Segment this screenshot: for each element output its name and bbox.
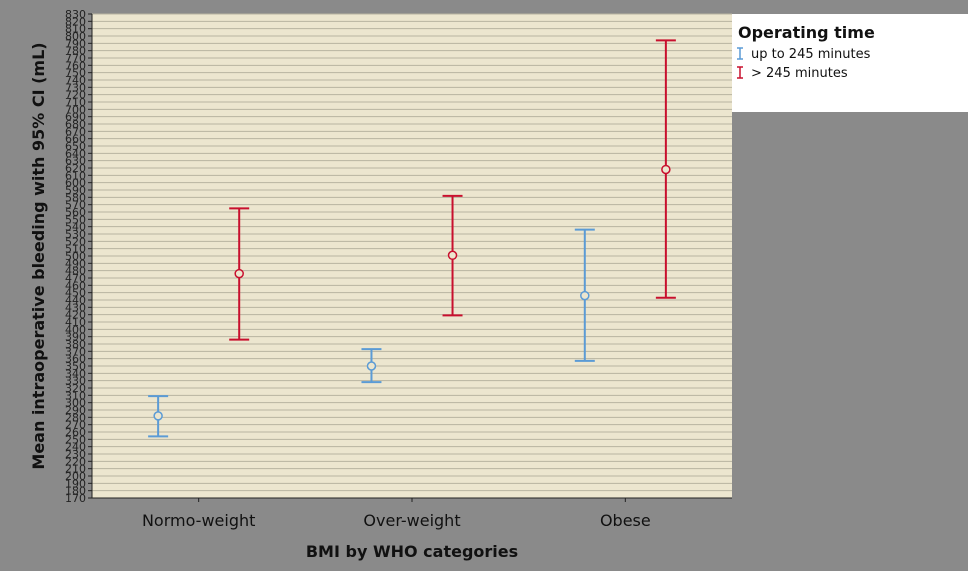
x-tick-label: Obese <box>600 511 651 530</box>
y-tick-labels: 1701801902002102202302402502602702802903… <box>65 8 86 505</box>
y-tick-label: 580 <box>65 191 86 204</box>
y-tick-label: 540 <box>65 221 86 234</box>
legend-items: up to 245 minutes > 245 minutes <box>737 47 871 81</box>
y-tick-label: 760 <box>65 59 86 72</box>
y-tick-label: 750 <box>65 67 86 80</box>
y-tick-label: 770 <box>65 52 86 65</box>
y-tick-label: 290 <box>65 404 86 417</box>
y-tick-label: 690 <box>65 111 86 124</box>
mean-point <box>580 290 590 301</box>
mean-point <box>153 411 163 421</box>
y-tick-label: 410 <box>65 316 86 329</box>
y-tick-label: 740 <box>65 74 86 87</box>
mean-point <box>661 164 671 175</box>
y-tick-label: 460 <box>65 279 86 292</box>
y-tick-label: 490 <box>65 257 86 270</box>
mean-point <box>366 361 377 371</box>
y-tick-label: 230 <box>65 448 86 461</box>
y-tick-label: 240 <box>65 441 86 454</box>
y-tick-label: 720 <box>65 89 86 102</box>
y-tick-label: 670 <box>65 125 86 138</box>
y-tick-label: 700 <box>65 103 86 116</box>
y-tick-label: 400 <box>65 323 86 336</box>
y-tick-label: 560 <box>65 206 86 219</box>
x-axis-title: BMI by WHO categories <box>306 542 518 561</box>
y-tick-label: 620 <box>65 162 86 175</box>
y-tick-label: 190 <box>65 477 86 490</box>
y-tick-label: 820 <box>65 15 86 28</box>
y-tick-label: 260 <box>65 426 86 439</box>
y-tick-label: 320 <box>65 382 86 395</box>
y-tick-label: 250 <box>65 433 86 446</box>
x-tick-label: Normo-weight <box>142 511 255 530</box>
x-tick-label: Over-weight <box>363 511 460 530</box>
y-tick-label: 810 <box>65 23 86 36</box>
y-tick-label: 370 <box>65 345 86 358</box>
y-tick-label: 330 <box>65 375 86 388</box>
y-tick-label: 830 <box>65 8 86 21</box>
legend-box <box>732 14 968 112</box>
legend-title: Operating time <box>738 23 875 42</box>
y-tick-label: 710 <box>65 96 86 109</box>
mean-point <box>234 268 244 279</box>
y-tick-label: 470 <box>65 272 86 285</box>
y-tick-label: 300 <box>65 397 86 410</box>
legend-item: > 245 minutes <box>737 66 848 81</box>
y-tick-label: 360 <box>65 353 86 366</box>
y-tick-label: 390 <box>65 331 86 344</box>
legend: Operating time up to 245 minutes > 245 mi… <box>732 14 968 112</box>
y-tick-label: 350 <box>65 360 86 373</box>
y-tick-label: 380 <box>65 338 86 351</box>
y-tick-label: 780 <box>65 45 86 58</box>
y-tick-label: 200 <box>65 470 86 483</box>
y-tick-label: 500 <box>65 250 86 263</box>
y-tick-label: 420 <box>65 309 86 322</box>
y-tick-label: 340 <box>65 367 86 380</box>
y-tick-label: 450 <box>65 287 86 300</box>
legend-label: > 245 minutes <box>751 66 848 81</box>
y-tick-label: 270 <box>65 419 86 432</box>
y-tick-label: 680 <box>65 118 86 131</box>
y-tick-label: 550 <box>65 213 86 226</box>
y-tick-label: 800 <box>65 30 86 43</box>
x-tick-labels: Normo-weight Over-weight Obese <box>142 511 651 530</box>
y-tick-label: 590 <box>65 184 86 197</box>
y-tick-label: 520 <box>65 235 86 248</box>
y-tick-label: 220 <box>65 455 86 468</box>
gridlines <box>92 13 732 499</box>
y-tick-label: 650 <box>65 140 86 153</box>
axes <box>88 13 732 502</box>
y-tick-label: 660 <box>65 133 86 146</box>
y-tick-label: 440 <box>65 294 86 307</box>
y-tick-label: 640 <box>65 147 86 160</box>
y-tick-label: 430 <box>65 301 86 314</box>
y-tick-label: 170 <box>65 492 86 505</box>
y-tick-label: 310 <box>65 389 86 402</box>
y-tick-label: 530 <box>65 228 86 241</box>
y-tick-label: 730 <box>65 81 86 94</box>
y-tick-label: 210 <box>65 463 86 476</box>
legend-item: up to 245 minutes <box>737 47 871 62</box>
legend-label: up to 245 minutes <box>751 47 871 62</box>
y-axis-title: Mean intraoperative bleeding with 95% CI… <box>29 42 48 469</box>
y-tick-label: 570 <box>65 199 86 212</box>
y-tick-label: 790 <box>65 37 86 50</box>
y-tick-label: 600 <box>65 177 86 190</box>
y-tick-label: 510 <box>65 243 86 256</box>
error-bars <box>148 39 676 438</box>
y-tick-label: 480 <box>65 265 86 278</box>
y-tick-label: 630 <box>65 155 86 168</box>
y-tick-label: 280 <box>65 411 86 424</box>
y-tick-label: 180 <box>65 485 86 498</box>
mean-point <box>447 250 458 261</box>
y-tick-label: 610 <box>65 169 86 182</box>
